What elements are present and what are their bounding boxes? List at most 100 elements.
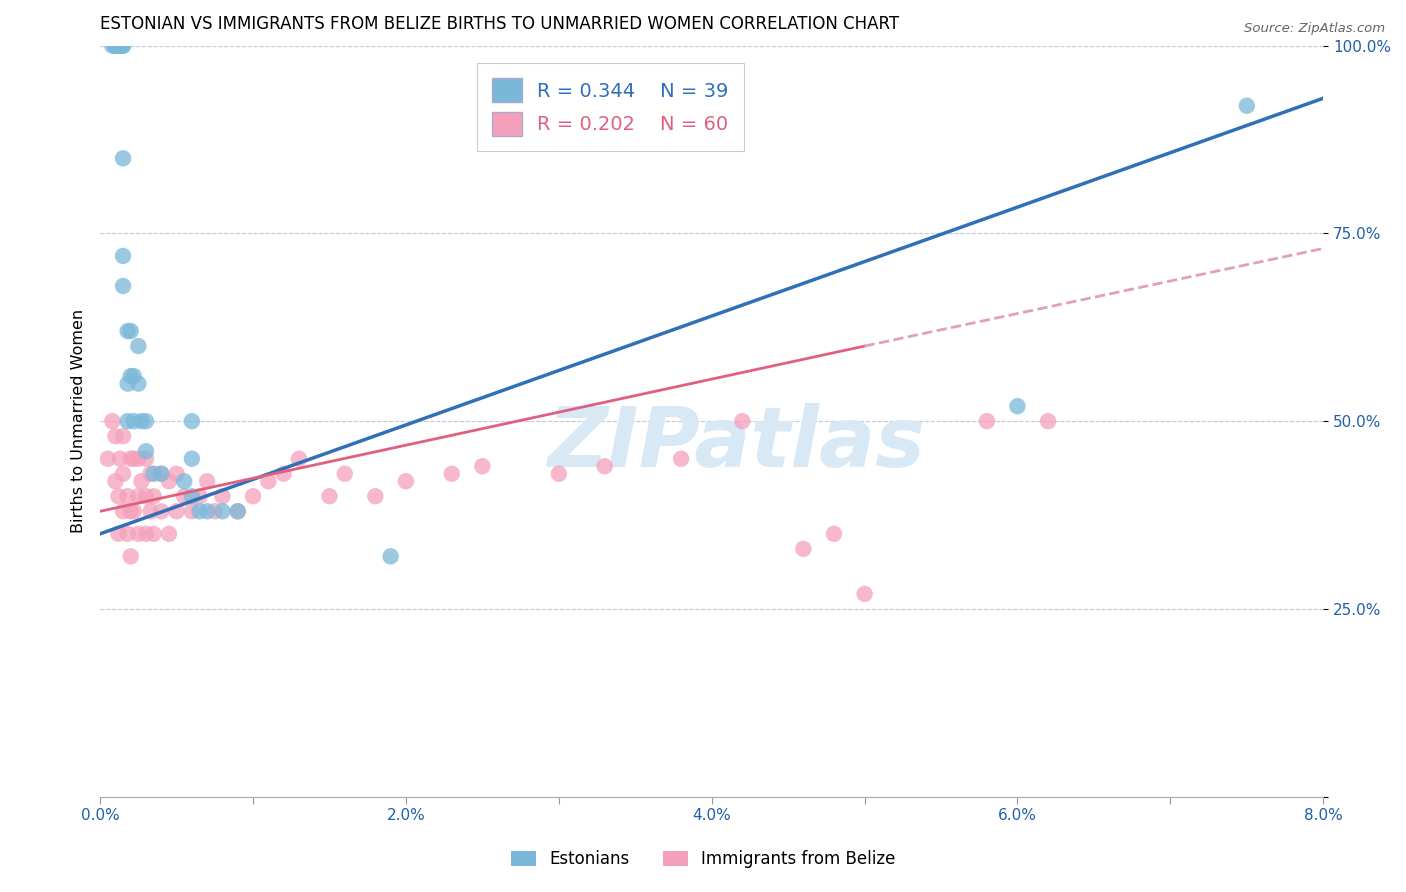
Point [117,489,139,503]
Y-axis label: Births to Unmarried Women: Births to Unmarried Women [72,310,86,533]
Point [273,467,295,481]
Legend: R = 0.344    N = 39, R = 0.202    N = 60: R = 0.344 N = 39, R = 0.202 N = 60 [477,63,744,151]
Point [242,489,264,503]
Point [166,467,188,481]
Point [120,504,142,518]
Point [112,429,135,443]
Text: Source: ZipAtlas.com: Source: ZipAtlas.com [1244,22,1385,36]
Point [150,467,173,481]
Point [669,451,692,466]
Point [112,38,135,53]
Point [112,279,135,293]
Point [142,467,165,481]
Point [127,376,149,391]
Point [166,504,188,518]
Point [117,376,139,391]
Point [112,249,135,263]
Point [104,38,127,53]
Point [853,587,876,601]
Point [731,414,754,428]
Point [204,504,226,518]
Point [180,451,202,466]
Point [122,451,145,466]
Point [107,526,129,541]
Point [108,38,131,53]
Point [104,38,127,53]
Point [471,459,494,474]
Point [226,504,249,518]
Point [180,489,202,503]
Point [120,369,142,384]
Point [104,429,127,443]
Point [380,549,402,564]
Point [139,504,162,518]
Point [395,475,418,489]
Point [211,504,233,518]
Point [117,414,139,428]
Point [107,38,129,53]
Point [150,504,173,518]
Point [108,38,131,53]
Point [107,38,129,53]
Point [180,414,202,428]
Legend: Estonians, Immigrants from Belize: Estonians, Immigrants from Belize [503,844,903,875]
Point [257,475,280,489]
Point [127,339,149,353]
Point [112,504,135,518]
Point [117,324,139,338]
Point [440,467,463,481]
Point [135,489,157,503]
Point [792,541,814,556]
Point [593,459,616,474]
Point [211,489,233,503]
Point [195,504,218,518]
Point [1007,399,1029,413]
Point [112,38,135,53]
Point [226,504,249,518]
Text: ZIPatlas: ZIPatlas [547,403,925,484]
Point [188,504,211,518]
Point [288,451,311,466]
Point [108,451,131,466]
Point [547,467,569,481]
Point [173,475,195,489]
Point [131,475,153,489]
Point [364,489,387,503]
Point [127,526,149,541]
Point [180,504,202,518]
Point [122,369,145,384]
Point [101,38,124,53]
Point [150,467,173,481]
Point [188,489,211,503]
Point [120,451,142,466]
Point [157,475,180,489]
Point [117,526,139,541]
Point [122,504,145,518]
Point [112,467,135,481]
Point [1236,99,1258,113]
Point [142,526,165,541]
Point [104,38,127,53]
Point [112,151,135,165]
Point [976,414,998,428]
Point [104,475,127,489]
Point [135,526,157,541]
Point [1036,414,1059,428]
Point [135,444,157,458]
Point [107,489,129,503]
Point [108,38,131,53]
Point [120,549,142,564]
Point [173,489,195,503]
Point [333,467,356,481]
Point [135,451,157,466]
Point [157,526,180,541]
Point [823,526,845,541]
Point [318,489,340,503]
Point [101,414,124,428]
Point [139,467,162,481]
Text: ESTONIAN VS IMMIGRANTS FROM BELIZE BIRTHS TO UNMARRIED WOMEN CORRELATION CHART: ESTONIAN VS IMMIGRANTS FROM BELIZE BIRTH… [100,15,900,33]
Point [127,489,149,503]
Point [120,324,142,338]
Point [195,475,218,489]
Point [122,414,145,428]
